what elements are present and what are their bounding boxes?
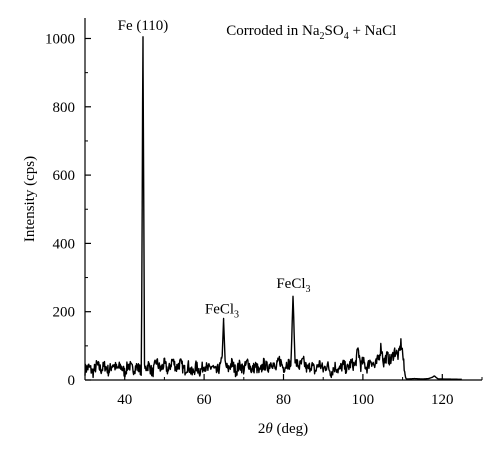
y-tick-label-600: 600 xyxy=(53,168,76,184)
annotation-fecl3-b-part-1: 3 xyxy=(306,284,311,295)
annotation-fe110: Fe (110) xyxy=(118,18,169,34)
annotation-fe110-part-0: Fe (110) xyxy=(118,18,169,34)
annotation-fecl3-a-part-1: 3 xyxy=(234,309,239,320)
annotation-fecl3-a-part-0: FeCl xyxy=(205,301,234,317)
x-axis-title-theta: θ xyxy=(265,421,273,437)
y-tick-label-400: 400 xyxy=(53,236,76,252)
annotation-fecl3-a: FeCl3 xyxy=(205,301,239,320)
y-tick-label-0: 0 xyxy=(68,373,76,389)
annotation-corroded-part-3: 4 xyxy=(344,31,349,42)
y-axis-title: Intensity (cps) xyxy=(22,156,38,242)
x-tick-label-100: 100 xyxy=(352,392,375,408)
annotation-corroded-part-0: Corroded in Na xyxy=(226,23,320,39)
annotation-corroded: Corroded in Na2SO4 + NaCl xyxy=(226,23,396,42)
x-axis-title: 2θ (deg) xyxy=(258,421,308,437)
annotation-corroded-part-2: SO xyxy=(325,23,344,39)
y-tick-label-200: 200 xyxy=(53,305,76,321)
annotation-corroded-part-1: 2 xyxy=(320,31,325,42)
annotation-fecl3-b-part-0: FeCl xyxy=(276,276,305,292)
diffraction-pattern-line xyxy=(84,36,463,380)
x-tick-label-60: 60 xyxy=(197,392,212,408)
y-tick-label-800: 800 xyxy=(53,100,76,116)
x-tick-label-40: 40 xyxy=(117,392,132,408)
tick-label-group: 0 200 400 600 800 1000 40 60 80 100 120 xyxy=(45,31,454,408)
x-axis-title-unit: (deg) xyxy=(273,421,308,437)
annotation-corroded-part-4: + NaCl xyxy=(349,23,397,39)
x-axis-title-number: 2 xyxy=(258,421,266,437)
x-tick-label-120: 120 xyxy=(431,392,454,408)
x-tick-label-80: 80 xyxy=(276,392,291,408)
y-tick-label-1000: 1000 xyxy=(45,31,75,47)
annotation-fecl3-b: FeCl3 xyxy=(276,276,310,295)
